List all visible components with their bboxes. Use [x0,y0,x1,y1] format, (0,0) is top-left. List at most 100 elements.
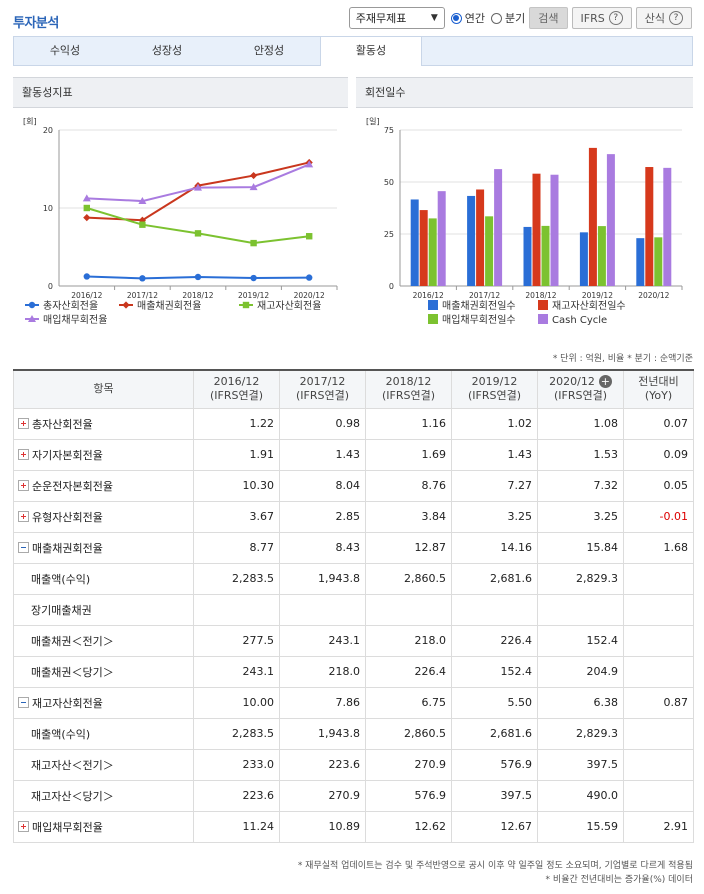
legend-label: 재고자산회전율 [257,300,321,312]
legend-item: 재고자산회전율 [239,300,321,312]
row-label-text: 매출액(수익) [31,727,91,741]
legend-item: 매출채권회전일수 [428,300,516,312]
yoy-header-line1: 전년대비 [638,375,679,389]
data-point [305,160,314,168]
x-tick-label: 2016/12 [71,291,102,300]
tab-4[interactable]: 활동성 [320,36,422,66]
cell-value: 12.87 [365,531,452,564]
bar [532,173,541,286]
y-tick-label: 50 [384,178,394,187]
data-point [250,171,258,180]
tab-2[interactable]: 성장성 [151,44,183,57]
activity-ratio-chart: [회] 0 10 20 2016/12 2017/12 2018/12 2019/12 2020… [23,117,338,326]
bar [428,218,437,286]
row-label-text: 매출액(수익) [31,572,91,586]
row-label[interactable]: 재고자산회전율 [13,686,194,719]
cell-value: 1,943.8 [279,717,366,750]
cell-value: 8.77 [193,531,280,564]
cell-value: 2,829.3 [537,562,624,595]
cell-value: 2,829.3 [537,717,624,750]
collapse-icon[interactable] [18,541,29,553]
bar [541,225,550,286]
table-row: 순운전자본회전율 10.30 8.04 8.76 7.27 7.32 0.05 [13,469,694,502]
cell-value: 11.24 [193,810,280,843]
series-3 [83,204,313,247]
y-tick-label: 20 [43,126,53,135]
bar [606,154,615,286]
yoy-header-line2: (YoY) [644,389,673,403]
series-1 [83,273,313,282]
tab-1[interactable]: 수익성 [49,44,81,57]
expand-icon[interactable] [18,448,29,460]
legend-label: Cash Cycle [552,315,607,326]
row-label[interactable]: 매입채무회전율 [13,810,194,843]
yoy-value: 0.87 [623,686,694,719]
data-point [194,230,202,237]
row-label[interactable]: 매출채권회전율 [13,531,194,564]
statement-select[interactable]: 주재무제표 ▼ [348,7,445,29]
period-standard: (IFRS연결) [553,389,608,403]
table-row: 매입채무회전율 11.24 10.89 12.62 12.67 15.59 2.91 [13,810,694,843]
table-row: 재고자산＜당기＞ 223.6 270.9 576.9 397.5 490.0 [13,779,694,812]
period-header: 2016/12 (IFRS연결) [193,369,280,409]
radio-annual[interactable]: 연간 [450,10,485,26]
radio-quarter[interactable]: 분기 [491,10,525,26]
ifrs-button[interactable]: IFRS ? [571,7,632,29]
legend-label: 매출채권회전율 [137,300,201,312]
row-label[interactable]: 자기자본회전율 [13,438,194,471]
period-year: 2019/12 [471,375,518,389]
yoy-value: 0.05 [623,469,694,502]
cell-value: 2,283.5 [193,717,280,750]
row-label: 매출액(수익) [13,717,194,750]
legend-item: 매출채권회전율 [119,300,201,312]
add-column-icon[interactable]: + [598,375,612,389]
expand-icon[interactable] [18,479,29,491]
row-label[interactable]: 순운전자본회전율 [13,469,194,502]
data-point [139,221,146,228]
expand-icon[interactable] [18,510,29,522]
yoy-header: 전년대비 (YoY) [623,369,694,409]
expand-icon[interactable] [18,417,29,429]
cell-value [193,593,280,626]
data-point [83,273,91,280]
cell-value: 2.85 [279,500,366,533]
y-unit-label: [일] [366,117,380,126]
cell-value: 1.02 [451,407,538,440]
cell-value: 1,943.8 [279,562,366,595]
formula-button[interactable]: 산식 ? [635,7,692,29]
cell-value: 10.89 [279,810,366,843]
bar [579,232,588,286]
row-label[interactable]: 총자산회전율 [13,407,194,440]
search-button[interactable]: 검색 [529,7,568,29]
cell-value: 8.43 [279,531,366,564]
row-label-text: 매출채권회전율 [32,541,103,555]
period-standard: (IFRS연결) [209,389,264,403]
cell-value: 277.5 [193,624,280,657]
cell-value: 2,860.5 [365,562,452,595]
period-standard: (IFRS연결) [295,389,350,403]
yoy-value: 0.09 [623,438,694,471]
turnover-days-chart: [일] 0 25 50 75 2016/12 2017/12 2018/12 2019/12 20… [366,117,683,326]
y-tick-label: 0 [389,282,394,291]
legend-marker [122,301,130,309]
radio-quarter-dot[interactable] [491,12,503,24]
bar [410,199,419,286]
data-point [82,194,91,202]
table-row: 재고자산＜전기＞ 233.0 223.6 270.9 576.9 397.5 [13,748,694,781]
row-label-text: 재고자산＜당기＞ [31,789,114,803]
cell-value: 1.43 [279,438,366,471]
expand-icon[interactable] [18,820,29,832]
cell-value: 1.22 [193,407,280,440]
legend-label: 재고자산회전일수 [552,300,626,312]
radio-annual-dot[interactable] [450,12,462,24]
row-label[interactable]: 유형자산회전율 [13,500,194,533]
tab-3[interactable]: 안정성 [253,44,285,57]
bar [485,216,494,286]
statement-select-value: 주재무제표 [355,12,407,25]
collapse-icon[interactable] [18,696,29,708]
data-point [249,183,258,191]
table-row: 매출채권회전율 8.77 8.43 12.87 14.16 15.84 1.68 [13,531,694,564]
cell-value: 223.6 [193,779,280,812]
bar [663,167,672,286]
bar [645,167,654,286]
